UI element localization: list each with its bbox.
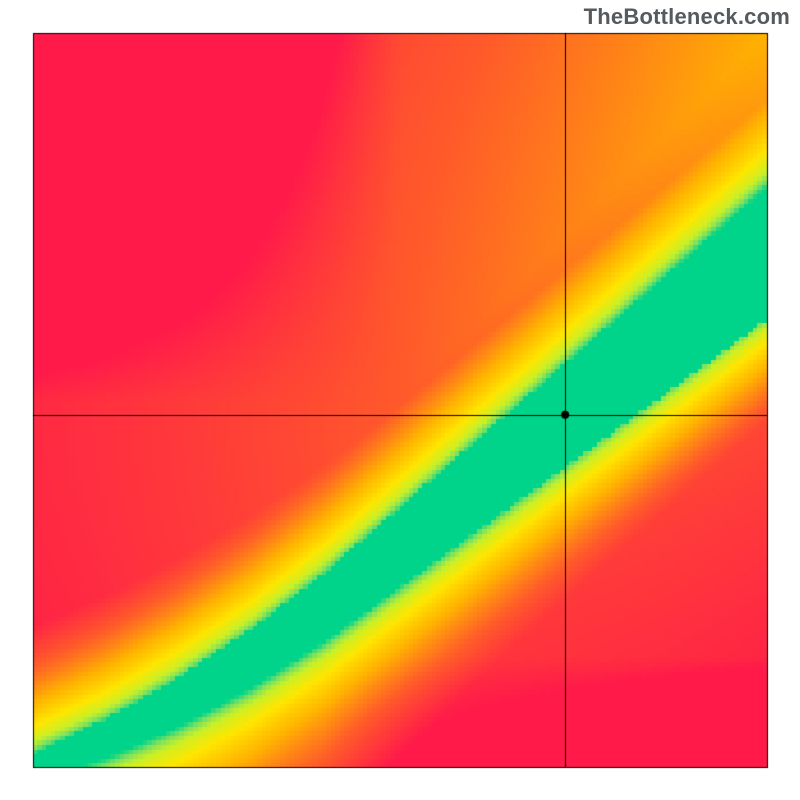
- chart-container: TheBottleneck.com: [0, 0, 800, 800]
- watermark-text: TheBottleneck.com: [584, 4, 790, 30]
- heatmap-canvas: [0, 0, 800, 800]
